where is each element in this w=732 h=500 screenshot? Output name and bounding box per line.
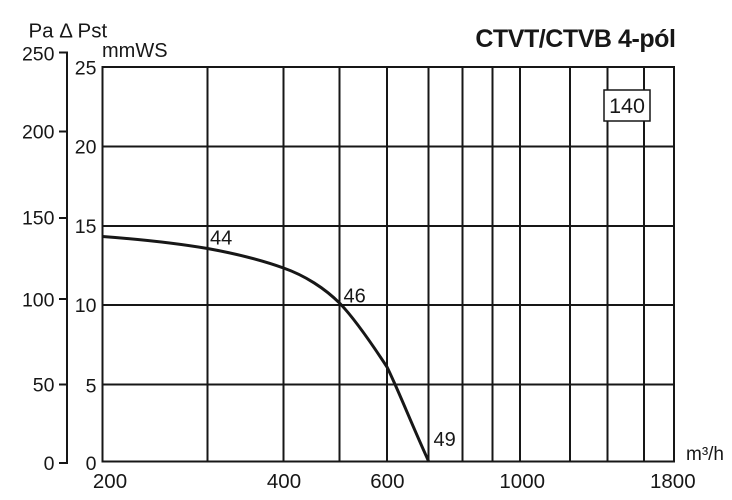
svg-text:CTVT/CTVB 4-pól: CTVT/CTVB 4-pól <box>475 25 675 53</box>
svg-text:46: 46 <box>344 286 366 308</box>
svg-text:600: 600 <box>370 470 404 493</box>
svg-text:49: 49 <box>434 429 456 451</box>
svg-text:400: 400 <box>267 470 301 493</box>
svg-text:0: 0 <box>86 453 97 475</box>
svg-text:200: 200 <box>22 122 55 144</box>
svg-text:0: 0 <box>44 453 55 475</box>
svg-text:250: 250 <box>22 44 55 66</box>
svg-text:200: 200 <box>93 470 127 493</box>
svg-text:m³/h: m³/h <box>686 444 724 465</box>
svg-text:15: 15 <box>75 216 97 238</box>
svg-text:150: 150 <box>22 208 55 230</box>
svg-text:20: 20 <box>75 137 97 159</box>
svg-text:140: 140 <box>609 94 645 118</box>
svg-text:1800: 1800 <box>650 470 696 493</box>
svg-text:1000: 1000 <box>499 470 545 493</box>
svg-text:5: 5 <box>86 375 97 397</box>
svg-text:Pa Δ Pst: Pa Δ Pst <box>29 20 108 43</box>
svg-text:44: 44 <box>210 228 232 250</box>
svg-text:25: 25 <box>75 58 97 80</box>
svg-text:mmWS: mmWS <box>102 40 168 62</box>
svg-text:50: 50 <box>33 374 55 396</box>
svg-text:10: 10 <box>75 295 97 317</box>
svg-text:100: 100 <box>22 290 55 312</box>
